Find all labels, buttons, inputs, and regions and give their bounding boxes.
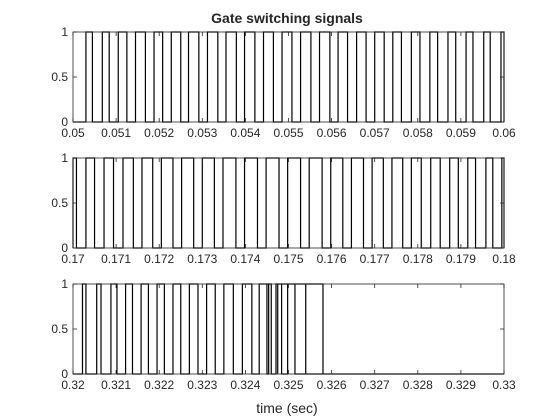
x-tick-label: 0.323 [187,378,217,392]
x-tick-label: 0.326 [317,378,347,392]
y-tick-label: 0 [61,241,68,255]
x-tick-label: 0.33 [492,378,516,392]
x-tick-label: 0.18 [492,252,516,266]
x-tick-label: 0.058 [403,126,433,140]
x-tick-label: 0.171 [101,252,131,266]
x-tick-label: 0.052 [144,126,174,140]
x-tick-label: 0.057 [360,126,390,140]
y-tick-label: 1 [61,25,68,39]
y-tick-label: 1 [61,277,68,291]
subplot-2: 0.17 0.171 0.172 0.173 0.174 0.175 0.176 0.177 0… [51,151,516,266]
x-tick-label: 0.325 [273,378,303,392]
subplot-3: 0.32 0.321 0.322 0.323 0.324 0.325 0.326 0.327 0… [51,277,516,392]
x-tick-label: 0.322 [144,378,174,392]
signal-line-1 [73,31,505,123]
x-tick-label: 0.053 [187,126,217,140]
axes-box [72,157,505,249]
x-tick-label: 0.175 [273,252,303,266]
x-tick-label: 0.173 [187,252,217,266]
x-tick-label: 0.321 [101,378,131,392]
x-tick-label: 0.059 [446,126,476,140]
x-tick-label: 0.056 [317,126,347,140]
x-tick-label: 0.327 [360,378,390,392]
x-tick-label: 0.178 [403,252,433,266]
x-tick-label: 0.17 [61,252,85,266]
x-axis-label: time (sec) [256,400,317,416]
figure-title: Gate switching signals [211,10,363,26]
x-tick-label: 0.324 [230,378,260,392]
x-tick-label: 0.05 [61,126,85,140]
y-tick-label: 0.5 [51,322,68,336]
x-tick-label: 0.329 [446,378,476,392]
x-tick-label: 0.172 [144,252,174,266]
axes-box [72,283,505,375]
y-tick-label: 1 [61,151,68,165]
y-tick-label: 0.5 [51,196,68,210]
x-tick-label: 0.055 [273,126,303,140]
signal-line-3 [73,283,504,375]
signal-line-2 [72,157,505,249]
x-tick-label: 0.328 [403,378,433,392]
y-tick-label: 0.5 [51,70,68,84]
x-tick-label: 0.179 [446,252,476,266]
x-tick-label: 0.176 [317,252,347,266]
x-tick-label: 0.174 [230,252,260,266]
y-tick-label: 0 [61,367,68,381]
subplot-1: 0.05 0.051 0.052 0.053 0.054 0.055 0.056 0.057 0… [51,25,516,140]
x-tick-label: 0.32 [61,378,85,392]
axes-box [72,31,505,123]
x-tick-label: 0.051 [101,126,131,140]
y-tick-label: 0 [61,115,68,129]
x-tick-label: 0.06 [492,126,516,140]
x-tick-label: 0.177 [360,252,390,266]
x-tick-label: 0.054 [230,126,260,140]
